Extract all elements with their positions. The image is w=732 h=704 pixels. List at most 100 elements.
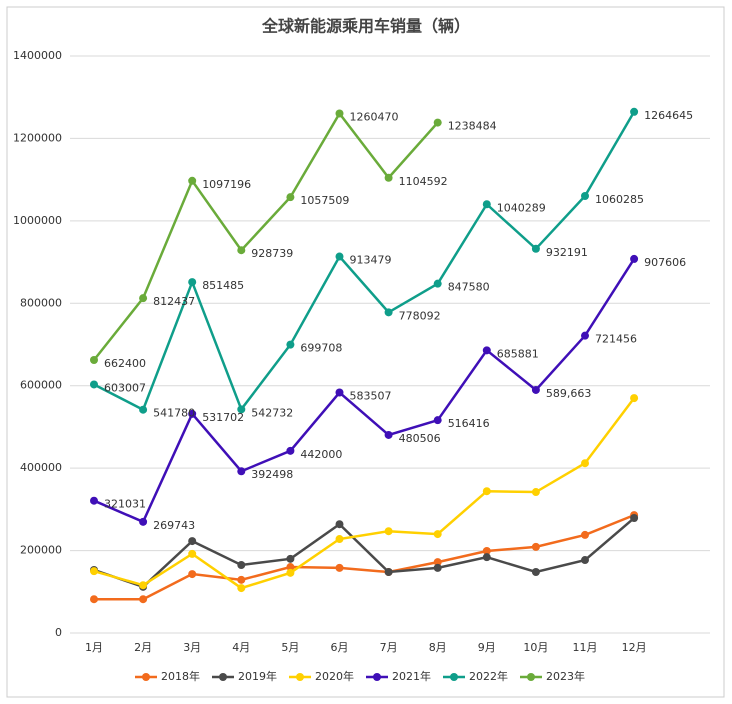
- data-point: [581, 530, 589, 539]
- data-label: 928739: [251, 247, 293, 260]
- data-label: 1097196: [202, 178, 251, 191]
- data-point: [188, 409, 197, 418]
- series-line: [93, 111, 439, 361]
- data-label: 392498: [251, 468, 293, 481]
- data-point: [139, 517, 148, 526]
- data-label: 589,663: [546, 387, 592, 400]
- x-tick-label: 11月: [573, 641, 598, 654]
- data-point: [630, 514, 639, 523]
- data-point: [335, 563, 344, 572]
- data-label: 1264645: [644, 109, 693, 122]
- data-label: 812437: [153, 295, 195, 308]
- data-point: [581, 556, 589, 565]
- data-point: [433, 416, 442, 425]
- x-tick-label: 8月: [429, 641, 447, 654]
- data-point: [188, 549, 197, 558]
- data-label: 1104592: [399, 175, 448, 188]
- data-label: 516416: [448, 417, 490, 430]
- data-label: 699708: [300, 342, 342, 355]
- data-point: [286, 568, 295, 577]
- data-point: [433, 563, 442, 572]
- legend-marker: [373, 673, 381, 681]
- data-point: [237, 560, 246, 569]
- data-point: [335, 535, 344, 544]
- data-point: [384, 173, 393, 182]
- x-tick-label: 12月: [622, 641, 647, 654]
- data-point: [531, 385, 540, 394]
- data-label: 778092: [399, 309, 441, 322]
- data-point: [237, 584, 246, 593]
- x-tick-label: 7月: [380, 641, 398, 654]
- data-point: [237, 405, 246, 414]
- series-line: [94, 513, 635, 601]
- series-line: [93, 258, 636, 524]
- series-line: [93, 517, 635, 589]
- data-label: 847580: [448, 281, 490, 294]
- data-point: [188, 570, 197, 579]
- y-tick-label: 800000: [20, 296, 62, 309]
- data-point: [531, 568, 540, 577]
- data-label: 932191: [546, 246, 588, 259]
- legend-label: 2019年: [238, 669, 277, 683]
- legend-label: 2022年: [469, 669, 508, 683]
- data-label: 1060285: [595, 193, 644, 206]
- data-point: [531, 542, 540, 551]
- y-tick-label: 0: [55, 626, 62, 639]
- chart-title: 全球新能源乘用车销量（辆）: [261, 17, 470, 36]
- data-point: [433, 118, 442, 127]
- data-point: [286, 446, 295, 455]
- data-label: 542732: [251, 406, 293, 419]
- data-point: [384, 568, 393, 577]
- legend-marker: [219, 673, 227, 681]
- data-point: [139, 581, 148, 590]
- data-point: [581, 192, 589, 201]
- y-tick-label: 400000: [20, 461, 62, 474]
- data-point: [384, 527, 393, 536]
- data-point: [482, 487, 491, 496]
- data-point: [237, 467, 246, 476]
- data-point: [237, 246, 246, 255]
- data-point: [286, 554, 295, 563]
- data-point: [188, 176, 197, 185]
- data-label: 913479: [350, 254, 392, 267]
- data-label: 1238484: [448, 120, 497, 133]
- data-point: [335, 388, 344, 397]
- data-point: [433, 558, 442, 567]
- data-point: [237, 575, 246, 584]
- data-point: [286, 193, 295, 202]
- data-point: [531, 244, 540, 253]
- data-point: [90, 380, 98, 389]
- series-line: [93, 111, 636, 412]
- y-tick-label: 600000: [20, 379, 62, 392]
- x-tick-label: 5月: [281, 641, 299, 654]
- data-label: 851485: [202, 279, 244, 292]
- data-point: [581, 459, 589, 468]
- data-point: [384, 430, 393, 439]
- data-point: [139, 405, 148, 414]
- x-tick-label: 10月: [523, 641, 548, 654]
- legend-label: 2018年: [161, 669, 200, 683]
- legend-label: 2020年: [315, 669, 354, 683]
- data-point: [482, 200, 491, 209]
- data-point: [433, 530, 442, 539]
- data-label: 541780: [153, 407, 195, 420]
- data-label: 531702: [202, 411, 244, 424]
- data-point: [335, 109, 344, 118]
- data-point: [384, 308, 393, 317]
- data-point: [286, 563, 295, 572]
- x-tick-label: 6月: [331, 641, 349, 654]
- y-tick-label: 1400000: [13, 49, 62, 62]
- data-label: 1057509: [300, 194, 349, 207]
- data-point: [482, 546, 491, 555]
- y-tick-label: 1000000: [13, 214, 62, 227]
- data-point: [90, 496, 98, 505]
- data-point: [90, 567, 98, 576]
- data-point: [188, 278, 197, 287]
- data-label: 603007: [104, 381, 146, 394]
- data-label: 721456: [595, 333, 637, 346]
- data-point: [482, 553, 491, 562]
- data-label: 685881: [497, 347, 539, 360]
- x-tick-label: 2月: [134, 641, 152, 654]
- data-label: 662400: [104, 357, 146, 370]
